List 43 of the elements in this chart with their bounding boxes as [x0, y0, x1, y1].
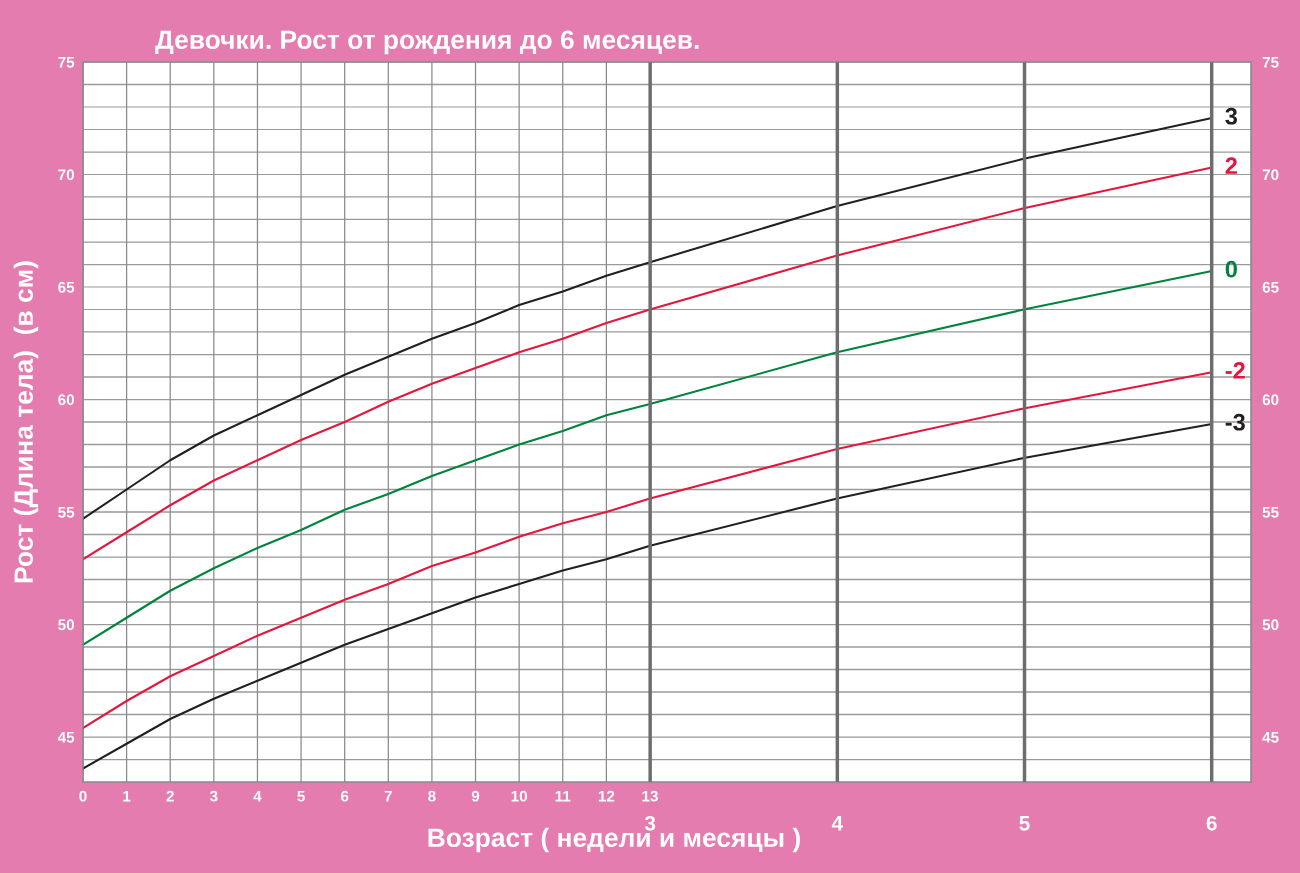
- x-tick-label: 6: [341, 790, 349, 802]
- series-label: 2: [1225, 157, 1237, 174]
- series-label: 3: [1225, 107, 1238, 125]
- line-series: [83, 117, 1212, 520]
- line-series: [83, 371, 1212, 730]
- x-tick-label: 0: [79, 790, 87, 802]
- x2-tick-label: 5: [1019, 816, 1030, 831]
- y-axis-title: Рост (Длина тела) (в см): [13, 261, 39, 583]
- y-tick-label: 65: [58, 281, 75, 293]
- line-series: [83, 166, 1212, 561]
- y2-tick-label: 60: [1262, 394, 1279, 406]
- series-label: -2: [1225, 362, 1245, 379]
- x-tick-label: 12: [598, 790, 615, 802]
- y2-tick-label: 65: [1262, 281, 1279, 293]
- x-tick-label: 7: [384, 790, 392, 802]
- y-tick-label: 50: [58, 619, 75, 631]
- y-tick-label: 45: [57, 732, 75, 743]
- y-tick-label: 70: [58, 169, 75, 181]
- y2-tick-label: 50: [1262, 619, 1279, 631]
- x2-tick-label: 6: [1206, 815, 1217, 831]
- x-tick-label: 13: [642, 790, 658, 802]
- chart-title: Девочки. Рост от рождения до 6 месяцев.: [155, 30, 699, 55]
- y-tick-label: 55: [58, 507, 75, 518]
- y2-tick-label: 70: [1262, 169, 1279, 181]
- x2-tick-label: 4: [831, 816, 844, 831]
- line-series: [83, 270, 1212, 646]
- y2-tick-label: 75: [1262, 57, 1279, 68]
- line-series: [83, 423, 1212, 770]
- y-tick-label: 75: [58, 57, 75, 68]
- x-tick-label: 8: [428, 790, 436, 802]
- x-tick-label: 3: [209, 790, 218, 802]
- x-tick-label: 11: [555, 790, 571, 802]
- x-tick-label: 9: [471, 790, 480, 802]
- x-tick-label: 4: [253, 790, 262, 802]
- x-tick-label: 5: [297, 790, 305, 802]
- y2-tick-label: 55: [1262, 507, 1279, 518]
- x-tick-label: 10: [511, 790, 528, 802]
- x-tick-label: 2: [166, 790, 174, 802]
- series-label: -3: [1225, 413, 1245, 431]
- y-tick-label: 60: [58, 394, 75, 406]
- series-label: 0: [1225, 260, 1237, 278]
- y2-tick-label: 45: [1262, 732, 1279, 743]
- x-tick-label: 1: [123, 790, 131, 802]
